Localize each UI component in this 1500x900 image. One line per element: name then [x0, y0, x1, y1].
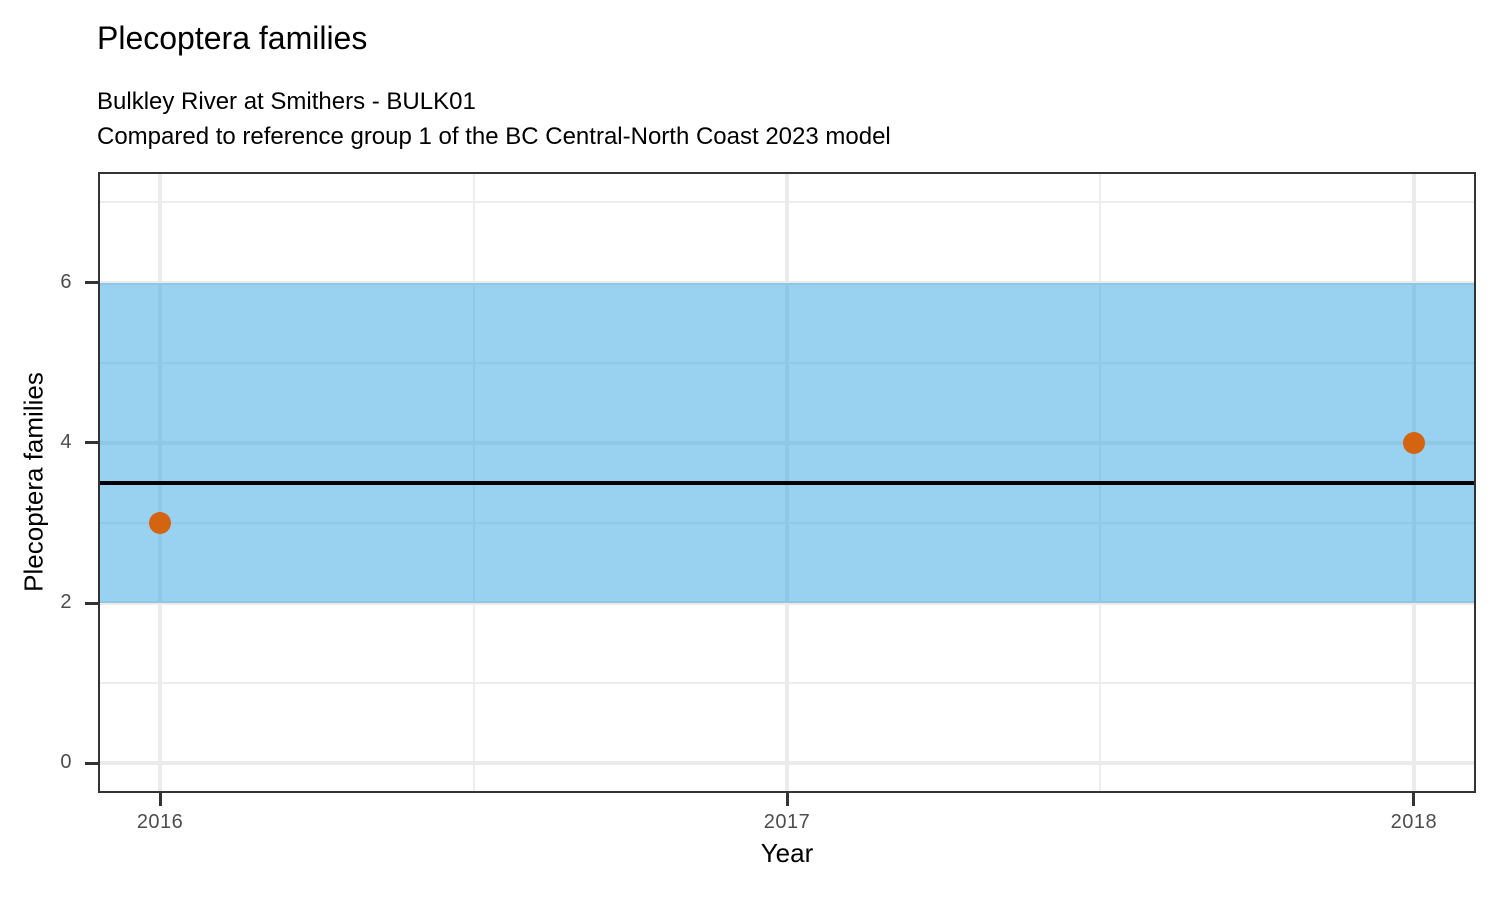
data-point — [1402, 431, 1425, 454]
x-tick-label: 2016 — [136, 811, 184, 833]
chart-title: Plecoptera families — [97, 20, 368, 56]
y-major-gridline — [98, 761, 1476, 766]
x-tick-label: 2017 — [763, 811, 811, 833]
y-axis-title: Plecoptera families — [18, 372, 49, 592]
y-tick-label: 0 — [60, 751, 72, 774]
x-tick-mark — [1412, 793, 1416, 806]
plot-panel — [98, 172, 1476, 793]
x-tick-mark — [785, 793, 789, 806]
x-axis-title: Year — [760, 838, 814, 868]
chart-subtitle: Bulkley River at Smithers - BULK01 Compa… — [97, 84, 891, 154]
y-tick-label: 6 — [60, 270, 72, 293]
chart-subtitle-line1: Bulkley River at Smithers - BULK01 — [97, 88, 476, 115]
y-tick-mark — [85, 441, 98, 445]
x-tick-label: 2018 — [1390, 811, 1438, 833]
y-major-gridline — [98, 601, 1476, 606]
reference-band — [98, 282, 1476, 604]
x-tick-mark — [158, 793, 162, 806]
data-point — [149, 511, 172, 534]
y-tick-mark — [85, 601, 98, 605]
y-tick-mark — [85, 281, 98, 285]
chart-subtitle-line2: Compared to reference group 1 of the BC … — [97, 123, 891, 150]
y-tick-mark — [85, 761, 98, 765]
reference-median-line — [98, 480, 1476, 485]
y-tick-label: 2 — [60, 591, 72, 614]
